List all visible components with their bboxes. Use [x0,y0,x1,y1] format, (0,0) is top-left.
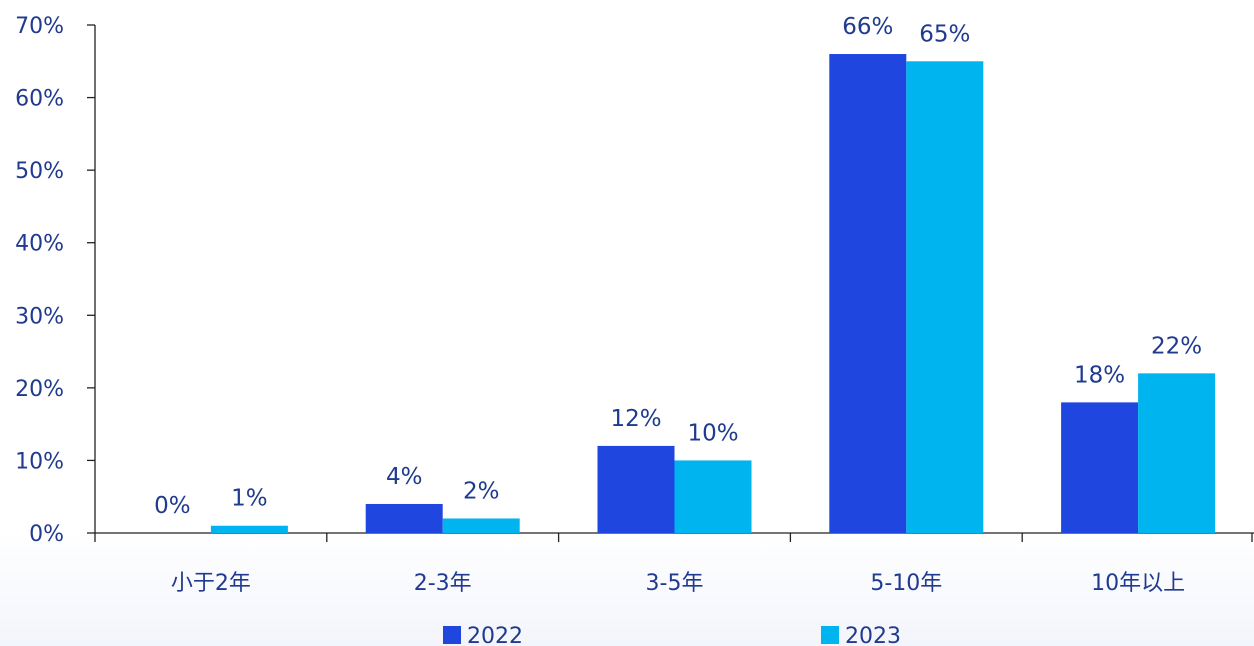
bar-2023 [210,525,288,533]
data-label-2022: 4% [386,464,423,490]
x-category-label: 2-3年 [414,571,472,596]
data-label-2022: 18% [1074,362,1125,388]
legend-swatch-2023 [821,626,839,644]
bar-2023 [442,518,520,533]
y-tick-label: 40% [15,232,64,257]
y-axis: 0% 10% 20% 30% 40% 50% 60% 70% [15,14,96,547]
data-label-2022: 66% [842,14,893,40]
y-tick-label: 0% [29,522,64,547]
legend-label-2023: 2023 [845,624,901,646]
bar-2022 [365,503,443,533]
y-tick-label: 60% [15,87,64,112]
data-label-2023: 2% [463,478,500,504]
bar-2022 [597,445,675,533]
data-label-2022: 0% [154,493,191,519]
x-category-label: 5-10年 [870,571,942,596]
x-axis: 小于2年 2-3年 3-5年 5-10年 10年以上 [94,532,1254,596]
x-category-label: 10年以上 [1091,571,1185,596]
x-category-label: 小于2年 [171,571,251,596]
legend: 2022 2023 [443,624,901,646]
bar-2022 [829,54,907,534]
legend-label-2022: 2022 [467,624,523,646]
y-tick-label: 10% [15,449,64,474]
legend-swatch-2022 [443,626,461,644]
bar-2022 [1061,402,1139,533]
y-tick-label: 70% [15,14,64,39]
bars [210,54,1216,534]
bar-2023 [674,460,752,533]
y-tick-label: 30% [15,304,64,329]
y-tick-label: 50% [15,159,64,184]
y-tick-label: 20% [15,377,64,402]
data-label-2023: 1% [231,486,268,512]
bar-2023 [906,61,984,534]
data-labels: 0% 4% 12% 66% 18% 1% 2% 10% 65% 22% [154,14,1202,519]
data-label-2023: 22% [1151,333,1202,359]
x-category-label: 3-5年 [646,571,704,596]
bar-2023 [1138,373,1216,533]
data-label-2023: 10% [687,420,738,446]
data-label-2023: 65% [919,21,970,47]
data-label-2022: 12% [610,406,661,432]
